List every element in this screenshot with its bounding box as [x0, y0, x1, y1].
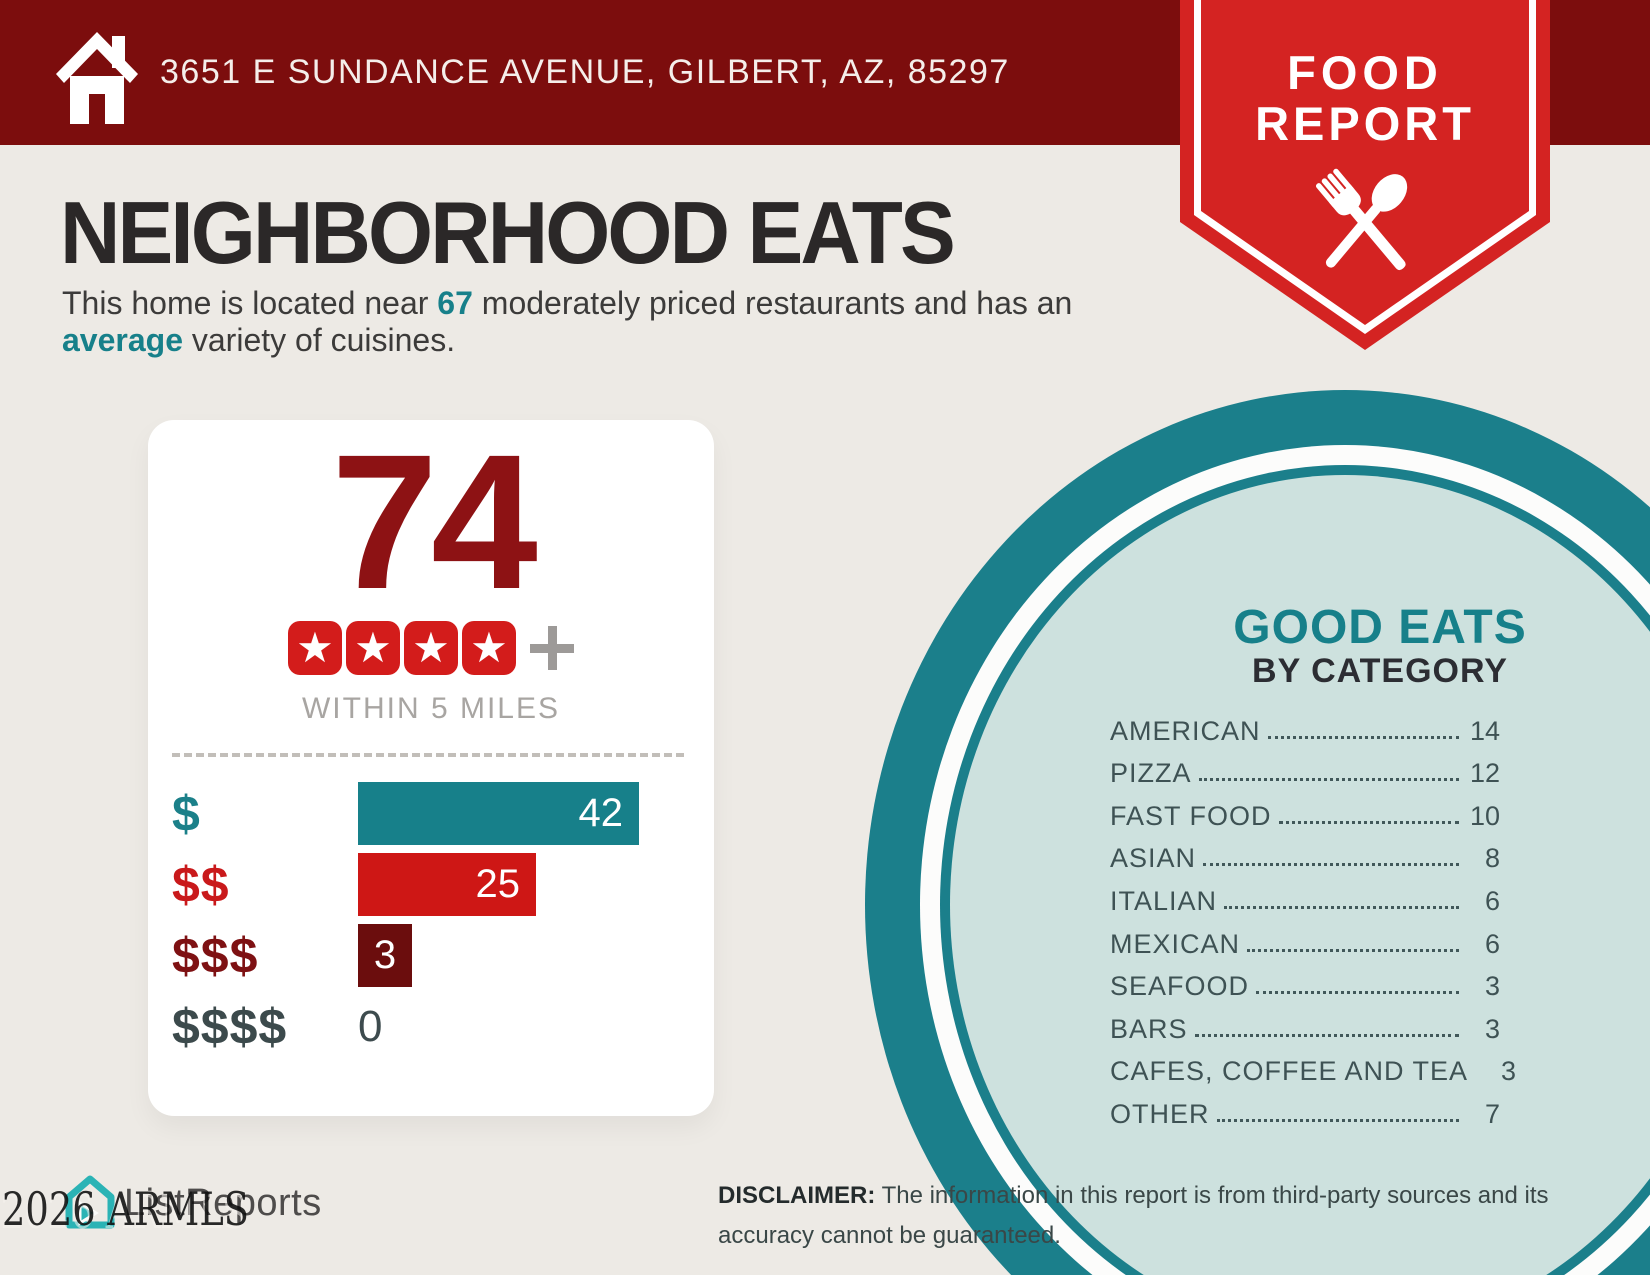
- category-row: BARS 3: [1110, 1001, 1500, 1044]
- dotted-leader: [1247, 948, 1459, 952]
- category-row: OTHER 7: [1110, 1086, 1500, 1129]
- category-row: AMERICAN 14: [1110, 703, 1500, 746]
- dotted-leader: [1216, 1118, 1459, 1122]
- price-bar-zero-value: 0: [358, 1002, 383, 1051]
- star-glyph: ★: [354, 624, 392, 671]
- category-count: 7: [1484, 1098, 1500, 1129]
- star-glyph: ★: [296, 624, 334, 671]
- star-glyph: ★: [412, 624, 450, 671]
- ribbon-title-food: FOOD: [1287, 46, 1443, 99]
- dotted-leader: [1203, 863, 1459, 867]
- category-row: MEXICAN 6: [1110, 916, 1500, 959]
- price-bar: 42: [358, 782, 639, 845]
- price-bar: 25: [358, 853, 536, 916]
- price-row: $$ 25: [172, 853, 690, 916]
- bar-track: 3: [358, 924, 690, 987]
- food-score: 74: [331, 414, 538, 629]
- bar-track: 0: [358, 995, 690, 1058]
- category-count: 8: [1484, 843, 1500, 874]
- dotted-leader: [1198, 778, 1459, 782]
- bar-track: 42: [358, 782, 690, 845]
- category-row: SEAFOOD 3: [1110, 959, 1500, 1002]
- spoon-fork-icon: [1315, 168, 1408, 271]
- category-count: 6: [1484, 885, 1500, 916]
- category-count: 3: [1484, 971, 1500, 1002]
- star-glyph: ★: [470, 624, 508, 671]
- star-icon: ★: [462, 621, 516, 675]
- listreports-brand-name: ListReports: [124, 1181, 322, 1224]
- disclaimer-line1: The information in this report is from t…: [875, 1182, 1549, 1209]
- category-row: PIZZA 12: [1110, 746, 1500, 789]
- star-icon: ★: [346, 621, 400, 675]
- disclaimer-label: DISCLAIMER:: [718, 1182, 876, 1209]
- listreports-brand: ListReports: [64, 1168, 322, 1238]
- disclaimer-line2: accuracy cannot be guaranteed.: [718, 1222, 1061, 1249]
- disclaimer-text: DISCLAIMER: The information in this repo…: [718, 1176, 1570, 1256]
- category-label: FAST FOOD: [1110, 800, 1272, 831]
- food-report-ribbon: [1180, 0, 1550, 350]
- category-count: 14: [1469, 715, 1500, 746]
- category-label: SEAFOOD: [1110, 971, 1250, 1002]
- dotted-leader: [1256, 991, 1459, 995]
- subtitle-text-2: moderately priced restaurants and has an: [472, 285, 1073, 321]
- subtitle-text-1: This home is located near: [62, 285, 438, 321]
- dotted-leader: [1267, 735, 1459, 739]
- price-bar: 3: [358, 924, 412, 987]
- category-label: BARS: [1110, 1013, 1188, 1044]
- dashed-divider: [172, 753, 684, 757]
- ribbon-title-report: REPORT: [1255, 97, 1475, 150]
- star-rating: ★ ★ ★ ★: [148, 621, 714, 675]
- category-count: 6: [1484, 928, 1500, 959]
- category-label: OTHER: [1110, 1098, 1210, 1129]
- restaurant-count: 67: [437, 285, 473, 321]
- category-label: AMERICAN: [1110, 715, 1261, 746]
- good-eats-title: GOOD EATS: [1233, 601, 1527, 654]
- price-level-label: $: [172, 785, 201, 842]
- category-row: FAST FOOD 10: [1110, 788, 1500, 831]
- category-row: ASIAN 8: [1110, 831, 1500, 874]
- category-label: ASIAN: [1110, 843, 1197, 874]
- category-count: 3: [1484, 1013, 1500, 1044]
- category-label: MEXICAN: [1110, 928, 1241, 959]
- bar-track: 25: [358, 853, 690, 916]
- price-level-label: $$: [172, 856, 230, 913]
- price-row: $$$$ 0: [172, 995, 690, 1058]
- price-row: $42: [172, 782, 690, 845]
- category-count: 3: [1501, 1056, 1517, 1087]
- category-row: CAFES, COFFEE AND TEA 3: [1110, 1044, 1516, 1087]
- radius-caption: WITHIN 5 MILES: [301, 692, 561, 725]
- category-count: 10: [1469, 800, 1500, 831]
- price-level-bar-chart: $42 $$ 25 $$$ 3 $$$$ 0: [172, 782, 690, 1066]
- category-count: 12: [1469, 758, 1500, 789]
- category-label: PIZZA: [1110, 758, 1192, 789]
- price-level-label: $$$: [172, 927, 259, 984]
- property-address: 3651 E SUNDANCE AVENUE, GILBERT, AZ, 852…: [160, 53, 1010, 91]
- ribbon-text: FOOD REPORT: [1170, 0, 1560, 150]
- price-level-label: $$$$: [172, 998, 288, 1055]
- dotted-leader: [1278, 820, 1459, 824]
- variety-emphasis: average: [62, 322, 183, 358]
- house-icon: [56, 32, 138, 124]
- good-eats-circle-fill: [950, 475, 1650, 1275]
- category-list: AMERICAN 14 PIZZA 12 FAST FOOD 10 ASIAN 8 ITALIA…: [1110, 703, 1516, 1129]
- good-eats-subtitle: BY CATEGORY: [1252, 652, 1508, 690]
- dotted-leader: [1194, 1033, 1459, 1037]
- dotted-leader: [1224, 905, 1459, 909]
- page-subtitle: This home is located near 67 moderately …: [62, 285, 1092, 359]
- armls-watermark: 2026 ARMLS: [2, 1182, 249, 1236]
- category-row: ITALIAN 6: [1110, 873, 1500, 916]
- star-icon: ★: [288, 621, 342, 675]
- subtitle-text-3: variety of cuisines.: [182, 322, 456, 358]
- category-label: CAFES, COFFEE AND TEA: [1110, 1056, 1469, 1087]
- plus-icon: [530, 626, 574, 670]
- category-label: ITALIAN: [1110, 885, 1218, 916]
- page-title: NEIGHBORHOOD EATS: [60, 183, 956, 282]
- listreports-logo-icon: [65, 1175, 115, 1229]
- price-row: $$$ 3: [172, 924, 690, 987]
- score-card: 74 ★ ★ ★ ★ WITHIN 5 MILES $42 $$ 25 $$$ 3 $$$$ 0: [148, 420, 714, 1116]
- star-icon: ★: [404, 621, 458, 675]
